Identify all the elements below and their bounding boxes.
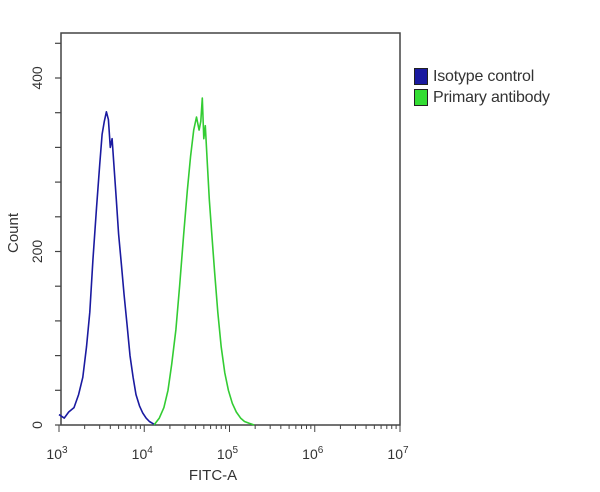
legend: Isotype control Primary antibody [414, 66, 550, 108]
series-layer [58, 97, 255, 426]
x-tick-label: 107 [387, 445, 409, 462]
x-tick-label: 105 [217, 445, 239, 462]
x-tick-label: 104 [132, 445, 154, 462]
legend-item-primary-antibody: Primary antibody [414, 87, 550, 108]
x-axis-title: FITC-A [189, 467, 237, 484]
plot-frame [60, 32, 401, 426]
y-tick-label: 200 [29, 240, 45, 264]
y-axis-title: Count [5, 212, 22, 253]
legend-swatch-primary [414, 89, 428, 106]
x-tick-label: 106 [302, 445, 324, 462]
y-tick-label: 0 [29, 421, 45, 429]
legend-label: Isotype control [433, 67, 535, 85]
primary-antibody-curve [153, 97, 255, 426]
legend-item-isotype-control: Isotype control [414, 66, 550, 87]
x-axis: 103 104 105 106 107 [46, 425, 409, 462]
y-tick-label: 400 [29, 66, 45, 90]
legend-label: Primary antibody [433, 88, 550, 106]
isotype-control-curve [58, 111, 156, 426]
x-tick-label: 103 [46, 445, 68, 462]
y-axis: 0 200 400 [29, 42, 61, 429]
legend-swatch-isotype [414, 68, 428, 85]
